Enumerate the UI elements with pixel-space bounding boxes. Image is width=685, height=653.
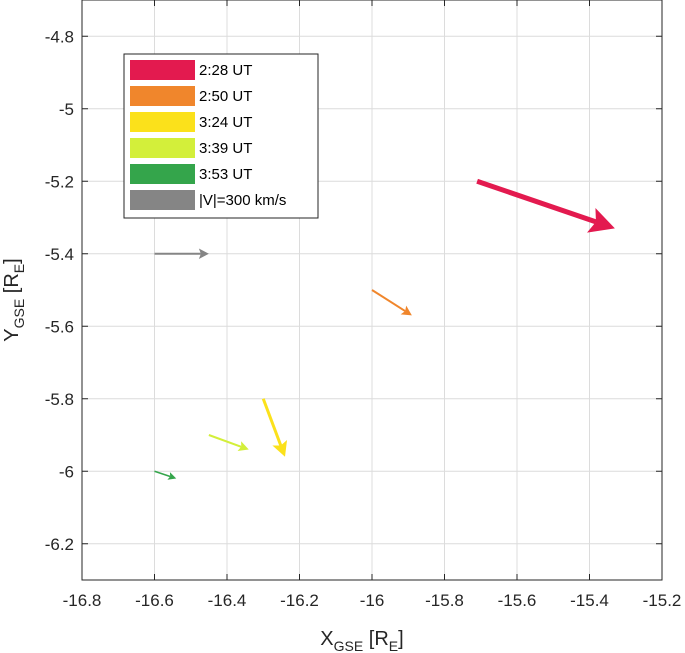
y-tick-label: -5 bbox=[59, 100, 74, 119]
x-tick-label: -16.2 bbox=[280, 591, 319, 610]
vector-arrow-shaft bbox=[154, 470, 171, 478]
y-tick-label: -6 bbox=[59, 462, 74, 481]
y-axis-ticks: -4.8 -5 -5.2 -5.4 -5.6 -5.8 -6 -6.2 bbox=[45, 27, 662, 554]
vector-arrow bbox=[154, 248, 209, 259]
y-tick-label: -6.2 bbox=[45, 535, 74, 554]
x-tick-label: -16.4 bbox=[208, 591, 247, 610]
legend-swatch bbox=[130, 190, 195, 210]
vector-arrow-shaft bbox=[476, 178, 597, 225]
y-axis-title: YGSE [RE] bbox=[1, 258, 27, 341]
vector-arrow bbox=[476, 178, 615, 233]
legend-swatch bbox=[130, 60, 195, 80]
y-tick-label: -5.8 bbox=[45, 390, 74, 409]
x-tick-label: -15.6 bbox=[498, 591, 537, 610]
vector-arrow-shaft bbox=[371, 289, 406, 312]
x-tick-label: -15.4 bbox=[570, 591, 609, 610]
x-tick-label: -16.8 bbox=[63, 591, 102, 610]
vector-arrow bbox=[371, 289, 412, 316]
legend-label: 2:28 UT bbox=[199, 62, 252, 79]
legend-label: 3:24 UT bbox=[199, 114, 252, 131]
legend-label: 3:53 UT bbox=[199, 166, 252, 183]
y-tick-label: -5.4 bbox=[45, 245, 74, 264]
legend-swatch bbox=[130, 138, 195, 158]
vector-arrow-shaft bbox=[261, 398, 283, 447]
y-tick-label: -4.8 bbox=[45, 27, 74, 46]
legend: 2:28 UT 2:50 UT 3:24 UT 3:39 UT 3:53 UT |V|=3… bbox=[123, 53, 319, 219]
velocity-arrows bbox=[154, 178, 615, 480]
legend-items: 2:28 UT 2:50 UT 3:24 UT 3:39 UT 3:53 UT |V|=3… bbox=[130, 60, 286, 210]
legend-swatch bbox=[130, 112, 195, 132]
vector-arrow-head bbox=[587, 207, 615, 233]
vector-arrow-shaft bbox=[208, 434, 242, 448]
legend-label: |V|=300 km/s bbox=[199, 192, 286, 209]
legend-label: 2:50 UT bbox=[199, 88, 252, 105]
x-tick-label: -15.2 bbox=[643, 591, 682, 610]
vector-arrow bbox=[208, 434, 249, 451]
vector-arrow-head bbox=[272, 439, 288, 457]
y-tick-label: -5.6 bbox=[45, 317, 74, 336]
legend-label: 3:39 UT bbox=[199, 140, 252, 157]
x-tick-label: -16.6 bbox=[135, 591, 174, 610]
x-tick-label: -15.8 bbox=[425, 591, 464, 610]
vector-arrow-head bbox=[237, 441, 249, 451]
x-axis-title: XGSE [RE] bbox=[320, 628, 403, 653]
legend-swatch bbox=[130, 86, 195, 106]
x-tick-label: -16 bbox=[360, 591, 385, 610]
vector-arrow-head bbox=[400, 305, 412, 316]
vector-arrow-head bbox=[198, 248, 209, 259]
vector-arrow bbox=[261, 398, 288, 457]
legend-swatch bbox=[130, 164, 195, 184]
y-tick-label: -5.2 bbox=[45, 172, 74, 191]
vector-arrow-head bbox=[167, 472, 177, 480]
x-axis-ticks: -16.8 -16.6 -16.4 -16.2 -16 -15.8 -15.6 -15.4 -1… bbox=[63, 0, 682, 610]
vector-arrow bbox=[154, 470, 177, 480]
